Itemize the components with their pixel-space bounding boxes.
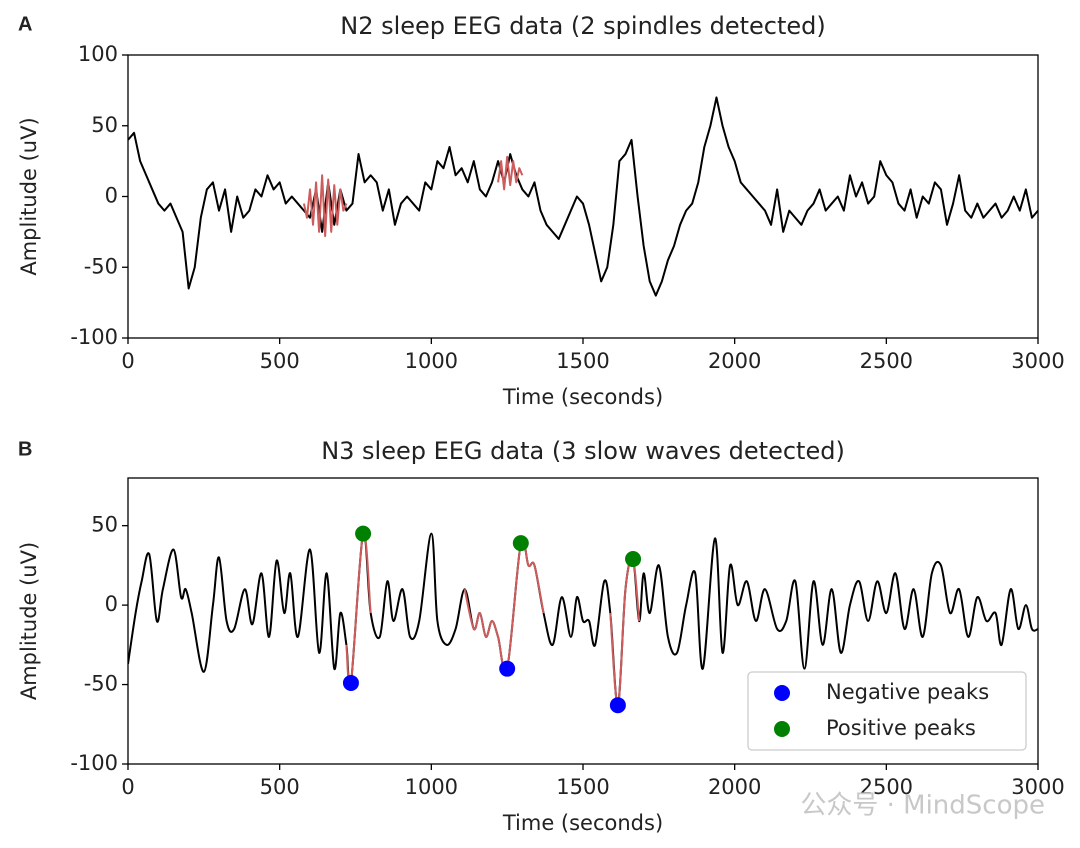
- x-tick-label: 1500: [556, 349, 609, 373]
- x-tick-label: 1000: [405, 775, 458, 799]
- legend-marker: [774, 685, 790, 701]
- y-tick-label: 50: [91, 513, 118, 537]
- peak-marker: [625, 551, 642, 568]
- x-tick-label: 1000: [405, 349, 458, 373]
- signal-line: [128, 531, 1038, 707]
- y-tick-label: 100: [78, 42, 118, 66]
- y-tick-label: -50: [84, 254, 118, 278]
- x-tick-label: 2000: [708, 775, 761, 799]
- legend: Negative peaks Positive peaks: [747, 671, 1027, 751]
- legend-box: [747, 671, 1027, 751]
- panel: B N3 sleep EEG data (3 slow waves detecte…: [17, 437, 1065, 835]
- x-tick-label: 500: [260, 349, 300, 373]
- legend-label: Positive peaks: [826, 716, 976, 740]
- x-tick-label: 0: [121, 349, 134, 373]
- x-tick-label: 3000: [1011, 349, 1064, 373]
- signal-line: [128, 96, 1038, 297]
- legend-marker: [774, 721, 790, 737]
- peak-marker: [355, 525, 372, 542]
- x-tick-label: 2500: [860, 349, 913, 373]
- x-tick-label: 2500: [860, 775, 913, 799]
- peak-marker: [609, 697, 626, 714]
- y-tick-label: 0: [105, 184, 118, 208]
- x-tick-label: 2000: [708, 349, 761, 373]
- y-axis-label: Amplitude (uV): [17, 117, 41, 275]
- x-tick-label: 500: [260, 775, 300, 799]
- y-tick-label: -100: [70, 751, 118, 775]
- peak-marker: [499, 660, 516, 677]
- x-tick-label: 0: [121, 775, 134, 799]
- axes-frame: [127, 477, 1039, 765]
- watermark: 公众号 · MindScope: [800, 791, 1045, 821]
- y-tick-label: 0: [105, 592, 118, 616]
- peak-marker: [512, 535, 529, 552]
- peak-marker: [342, 674, 359, 691]
- x-tick-label: 3000: [1011, 775, 1064, 799]
- legend-label: Negative peaks: [826, 680, 989, 704]
- signal-line: [345, 531, 372, 688]
- x-axis-label: Time (seconds): [502, 811, 663, 835]
- signal-line: [463, 537, 545, 674]
- axes-frame: [127, 54, 1039, 339]
- plot-area: [128, 96, 1038, 297]
- chart-title: N2 sleep EEG data (2 spindles detected): [340, 12, 825, 40]
- y-tick-label: -50: [84, 672, 118, 696]
- y-tick-label: -100: [70, 325, 118, 349]
- x-axis-label: Time (seconds): [502, 385, 663, 409]
- chart-title: N3 sleep EEG data (3 slow waves detected…: [321, 437, 845, 465]
- signal-line: [497, 155, 524, 191]
- panel-label: A: [18, 13, 32, 35]
- y-tick-label: 50: [91, 113, 118, 137]
- y-axis-label: Amplitude (uV): [17, 542, 41, 700]
- x-tick-label: 1500: [556, 775, 609, 799]
- panel: A N2 sleep EEG data (2 spindles detected)…: [17, 12, 1065, 409]
- panel-label: B: [18, 438, 32, 460]
- signal-line: [302, 174, 348, 238]
